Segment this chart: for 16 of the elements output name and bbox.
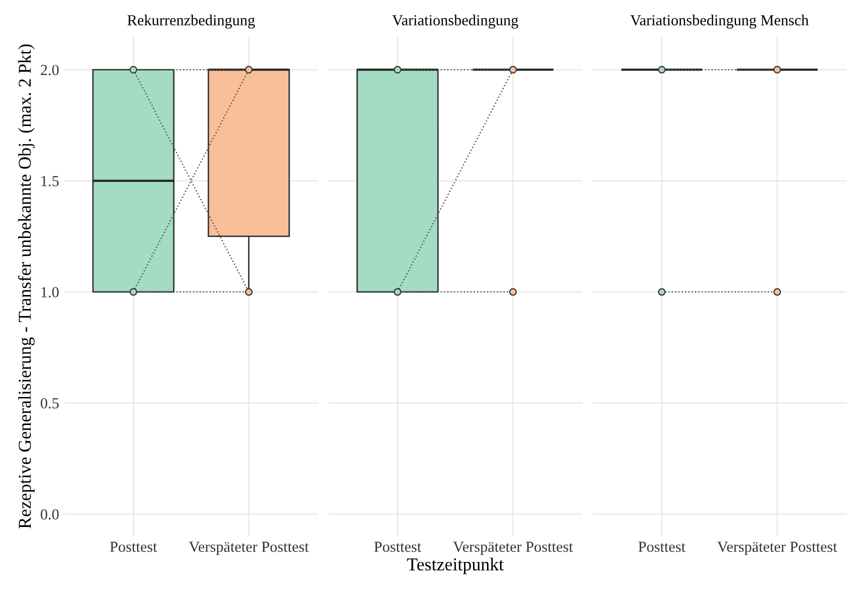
- y-tick-label: 0.5: [40, 398, 59, 409]
- chart-title: Variationsbedingung: [392, 14, 518, 29]
- y-tick-label: 2.0: [40, 64, 59, 76]
- y-tick-label: 1.0: [42, 287, 59, 298]
- x-tick-label: Verspäteter Posttest: [453, 542, 573, 556]
- x-tick-label: Verspäteter Posttest: [188, 542, 309, 556]
- x-tick-label: Posttest: [374, 542, 422, 552]
- y-axis-title: Rezeptive Generalisierung - Transfer unbekannte Obj. (max. 2 Pkt): [18, 44, 35, 529]
- x-tick-label: Verspäteter Posttest: [717, 542, 838, 556]
- x-tick-label: Posttest: [638, 542, 686, 552]
- y-tick-label: 1.5: [42, 176, 59, 186]
- chart-title: Rekurrenzbedingung: [127, 14, 255, 29]
- x-tick-label: Posttest: [110, 542, 158, 552]
- y-tick-label: 0.0: [40, 509, 59, 520]
- chart-title: Variationsbedingung Mensch: [630, 14, 809, 29]
- x-axis-title: Testzeitpunkt: [407, 558, 504, 574]
